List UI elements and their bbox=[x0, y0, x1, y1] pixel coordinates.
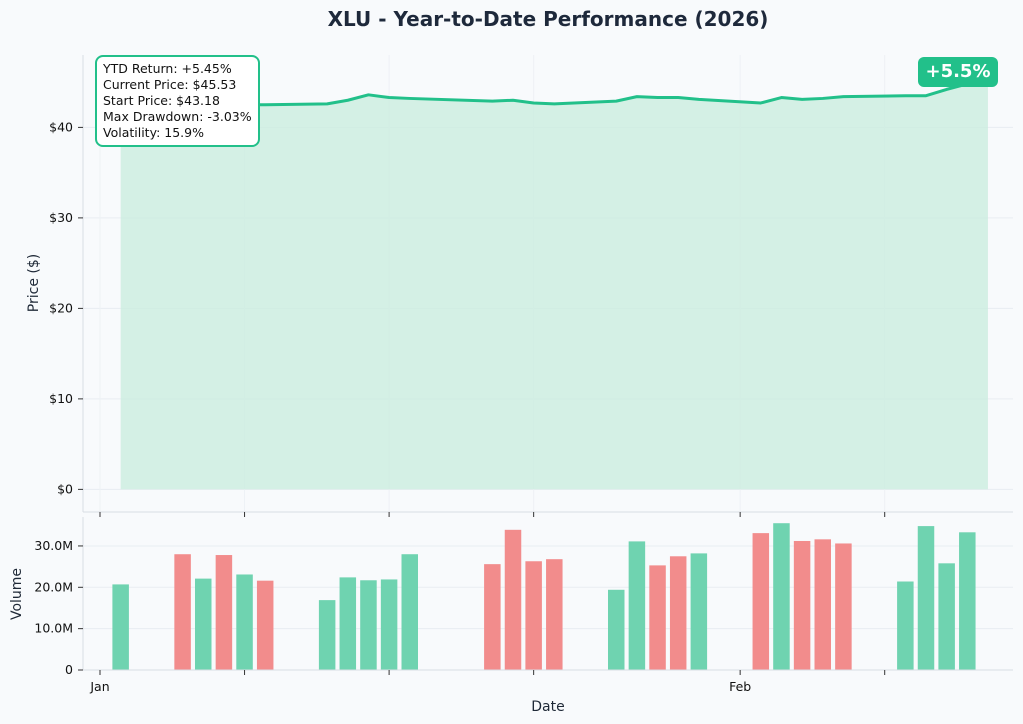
volume-bar bbox=[669, 556, 687, 670]
volume-x-tick-label: Jan bbox=[89, 679, 109, 694]
volume-y-tick-label: 0 bbox=[65, 662, 73, 677]
volume-bar bbox=[256, 580, 274, 670]
volume-bar bbox=[938, 563, 955, 670]
price-y-ticks: $0 $10 $20 $30 $40 bbox=[49, 119, 83, 496]
volume-panel: 0 10.0M 20.0M 30.0M Jan Feb Volume Date bbox=[9, 517, 1013, 715]
price-y-tick-label: $0 bbox=[57, 481, 73, 496]
volume-bar bbox=[360, 580, 377, 670]
stats-box: YTD Return: +5.45% Current Price: $45.53… bbox=[95, 55, 260, 147]
volume-bar bbox=[504, 529, 522, 670]
volume-bar bbox=[236, 574, 253, 670]
stat-max-drawdown: Max Drawdown: -3.03% bbox=[103, 109, 252, 124]
volume-bar bbox=[814, 539, 831, 670]
price-y-label: Price ($) bbox=[26, 254, 42, 312]
price-y-tick-label: $40 bbox=[49, 119, 73, 134]
volume-x-ticks: Jan Feb bbox=[89, 670, 886, 694]
ytd-badge: +5.5% bbox=[918, 57, 998, 87]
volume-bar bbox=[608, 589, 625, 670]
price-area bbox=[120, 77, 988, 490]
volume-bar bbox=[380, 579, 398, 670]
volume-bar bbox=[195, 578, 212, 670]
volume-bar bbox=[835, 543, 852, 670]
volume-bar bbox=[215, 555, 233, 670]
volume-y-tick-label: 30.0M bbox=[34, 538, 73, 553]
volume-bar bbox=[959, 532, 976, 670]
volume-y-label: Volume bbox=[9, 568, 25, 620]
volume-bar bbox=[339, 577, 357, 670]
volume-bar bbox=[401, 554, 418, 670]
volume-bar bbox=[897, 581, 914, 670]
volume-bar bbox=[546, 559, 563, 670]
volume-bar bbox=[649, 565, 666, 670]
price-panel: $0 $10 $20 $30 $40 Price ($) bbox=[26, 55, 1013, 517]
x-axis-label: Date bbox=[531, 699, 564, 715]
price-y-tick-label: $10 bbox=[49, 391, 73, 406]
price-y-tick-label: $30 bbox=[49, 210, 73, 225]
volume-bar bbox=[628, 541, 646, 670]
stat-ytd-return: YTD Return: +5.45% bbox=[103, 61, 232, 76]
volume-bar bbox=[793, 540, 811, 670]
volume-bar bbox=[752, 533, 770, 670]
volume-bar bbox=[112, 584, 129, 670]
volume-bar bbox=[318, 600, 336, 670]
volume-bar bbox=[484, 564, 501, 670]
stat-volatility: Volatility: 15.9% bbox=[103, 125, 204, 140]
volume-y-ticks: 0 10.0M 20.0M 30.0M bbox=[34, 538, 83, 677]
volume-bars bbox=[112, 523, 976, 670]
volume-bar bbox=[690, 553, 708, 670]
price-y-tick-label: $20 bbox=[49, 300, 73, 315]
volume-bar bbox=[773, 523, 790, 670]
price-line bbox=[120, 75, 989, 113]
stat-current-price: Current Price: $45.53 bbox=[103, 77, 237, 92]
volume-bar bbox=[174, 554, 191, 670]
price-x-ticks bbox=[99, 512, 886, 517]
volume-x-tick-label: Feb bbox=[729, 679, 751, 694]
volume-y-tick-label: 20.0M bbox=[34, 579, 73, 594]
stat-start-price: Start Price: $43.18 bbox=[103, 93, 220, 108]
volume-bar bbox=[525, 561, 542, 670]
volume-bar bbox=[917, 526, 935, 670]
volume-y-tick-label: 10.0M bbox=[34, 621, 73, 636]
chart-title: XLU - Year-to-Date Performance (2026) bbox=[328, 7, 769, 31]
